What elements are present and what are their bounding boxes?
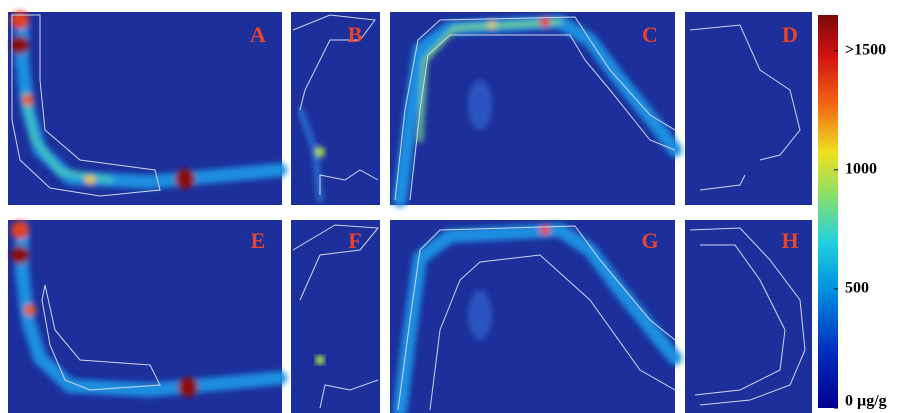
panel-label: B xyxy=(348,22,363,47)
panel-b xyxy=(291,12,380,205)
tick-label: 500 xyxy=(845,280,869,297)
panel-g xyxy=(390,220,675,413)
tick-label: >1500 xyxy=(845,41,886,58)
tick-label: 0 µg/g xyxy=(845,393,887,410)
panel-label: H xyxy=(781,228,798,253)
panel-label: E xyxy=(251,228,266,253)
panel-f xyxy=(291,220,380,413)
panel-label: D xyxy=(782,22,798,47)
figure: A B C D E F G H >1500 1000 500 0 µg/g xyxy=(0,0,912,413)
panel-e xyxy=(8,220,282,413)
panel-label: A xyxy=(250,22,266,47)
panel-label: G xyxy=(641,228,658,253)
panel-label: F xyxy=(348,228,361,253)
colorbar xyxy=(818,15,838,408)
panel-a xyxy=(8,11,282,205)
panel-c xyxy=(390,12,675,205)
tick-label: 1000 xyxy=(845,160,877,177)
panel-label: C xyxy=(642,22,658,47)
